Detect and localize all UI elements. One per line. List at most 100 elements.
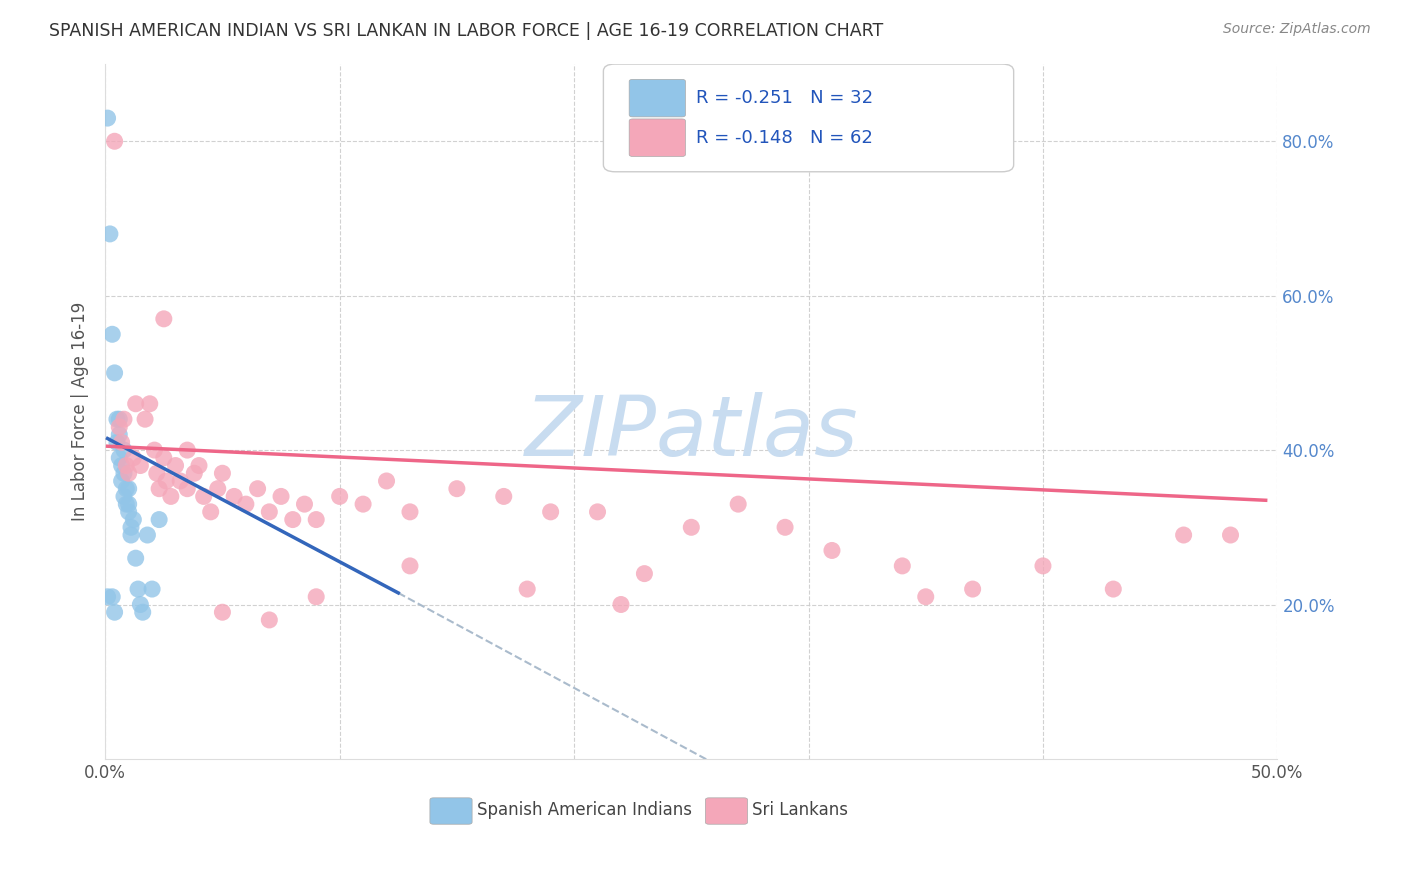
Point: [246, 482, 269, 496]
Point: [235, 497, 257, 511]
Point: [115, 497, 138, 511]
Point: [681, 520, 703, 534]
Text: SPANISH AMERICAN INDIAN VS SRI LANKAN IN LABOR FORCE | AGE 16-19 CORRELATION CHA: SPANISH AMERICAN INDIAN VS SRI LANKAN IN…: [49, 22, 883, 40]
Point: [1102, 582, 1125, 596]
Point: [120, 520, 142, 534]
Point: [176, 482, 198, 496]
Point: [446, 482, 468, 496]
FancyBboxPatch shape: [706, 797, 748, 824]
Point: [112, 467, 135, 481]
Point: [270, 490, 292, 504]
Point: [108, 427, 131, 442]
Point: [492, 490, 515, 504]
Point: [160, 490, 183, 504]
Point: [399, 505, 422, 519]
Point: [105, 412, 128, 426]
Point: [375, 474, 398, 488]
FancyBboxPatch shape: [430, 797, 472, 824]
Point: [118, 467, 141, 481]
FancyBboxPatch shape: [628, 119, 686, 156]
Point: [891, 558, 914, 573]
Point: [112, 490, 135, 504]
Point: [165, 458, 187, 473]
Point: [129, 598, 152, 612]
Y-axis label: In Labor Force | Age 16-19: In Labor Force | Age 16-19: [72, 301, 89, 521]
Point: [821, 543, 844, 558]
Point: [122, 450, 145, 465]
Point: [188, 458, 211, 473]
Point: [111, 435, 134, 450]
FancyBboxPatch shape: [603, 64, 1014, 172]
Point: [104, 605, 127, 619]
Point: [118, 497, 141, 511]
Point: [125, 397, 148, 411]
Text: R = -0.251   N = 32: R = -0.251 N = 32: [696, 89, 873, 107]
Point: [329, 490, 352, 504]
Point: [108, 450, 131, 465]
Text: ZIPatlas: ZIPatlas: [524, 392, 858, 473]
Point: [96, 590, 118, 604]
Point: [773, 520, 796, 534]
Point: [586, 505, 609, 519]
Point: [111, 458, 134, 473]
Point: [183, 467, 205, 481]
Point: [200, 505, 222, 519]
Point: [1173, 528, 1195, 542]
Point: [143, 443, 166, 458]
Point: [211, 605, 233, 619]
Point: [98, 227, 121, 241]
Point: [118, 505, 141, 519]
Point: [1032, 558, 1054, 573]
Point: [305, 590, 328, 604]
Point: [207, 482, 229, 496]
Point: [105, 435, 128, 450]
Point: [516, 582, 538, 596]
Point: [148, 512, 170, 526]
Point: [139, 397, 162, 411]
Point: [1219, 528, 1241, 542]
Point: [104, 134, 127, 148]
Point: [111, 474, 134, 488]
Point: [118, 482, 141, 496]
Point: [115, 482, 138, 496]
Point: [610, 598, 633, 612]
Point: [148, 482, 170, 496]
Text: Spanish American Indians: Spanish American Indians: [477, 801, 692, 820]
Point: [122, 512, 145, 526]
Point: [125, 551, 148, 566]
Point: [633, 566, 655, 581]
Point: [96, 111, 118, 125]
Text: Sri Lankans: Sri Lankans: [752, 801, 848, 820]
Point: [294, 497, 316, 511]
Point: [352, 497, 374, 511]
Point: [127, 582, 149, 596]
Point: [104, 366, 127, 380]
Point: [169, 474, 191, 488]
Point: [727, 497, 749, 511]
Point: [176, 443, 198, 458]
Point: [193, 490, 215, 504]
Point: [146, 467, 169, 481]
Point: [962, 582, 984, 596]
Text: Source: ZipAtlas.com: Source: ZipAtlas.com: [1223, 22, 1371, 37]
Point: [129, 458, 152, 473]
Point: [141, 582, 163, 596]
Point: [132, 605, 155, 619]
Point: [108, 412, 131, 426]
Point: [108, 420, 131, 434]
Point: [399, 558, 422, 573]
Point: [153, 311, 176, 326]
Point: [115, 458, 138, 473]
Point: [112, 412, 135, 426]
Point: [155, 474, 177, 488]
Point: [112, 443, 135, 458]
Point: [259, 613, 281, 627]
Point: [259, 505, 281, 519]
Point: [914, 590, 936, 604]
Point: [211, 467, 233, 481]
Point: [136, 528, 159, 542]
Point: [134, 412, 156, 426]
Point: [305, 512, 328, 526]
FancyBboxPatch shape: [628, 79, 686, 117]
Point: [224, 490, 246, 504]
